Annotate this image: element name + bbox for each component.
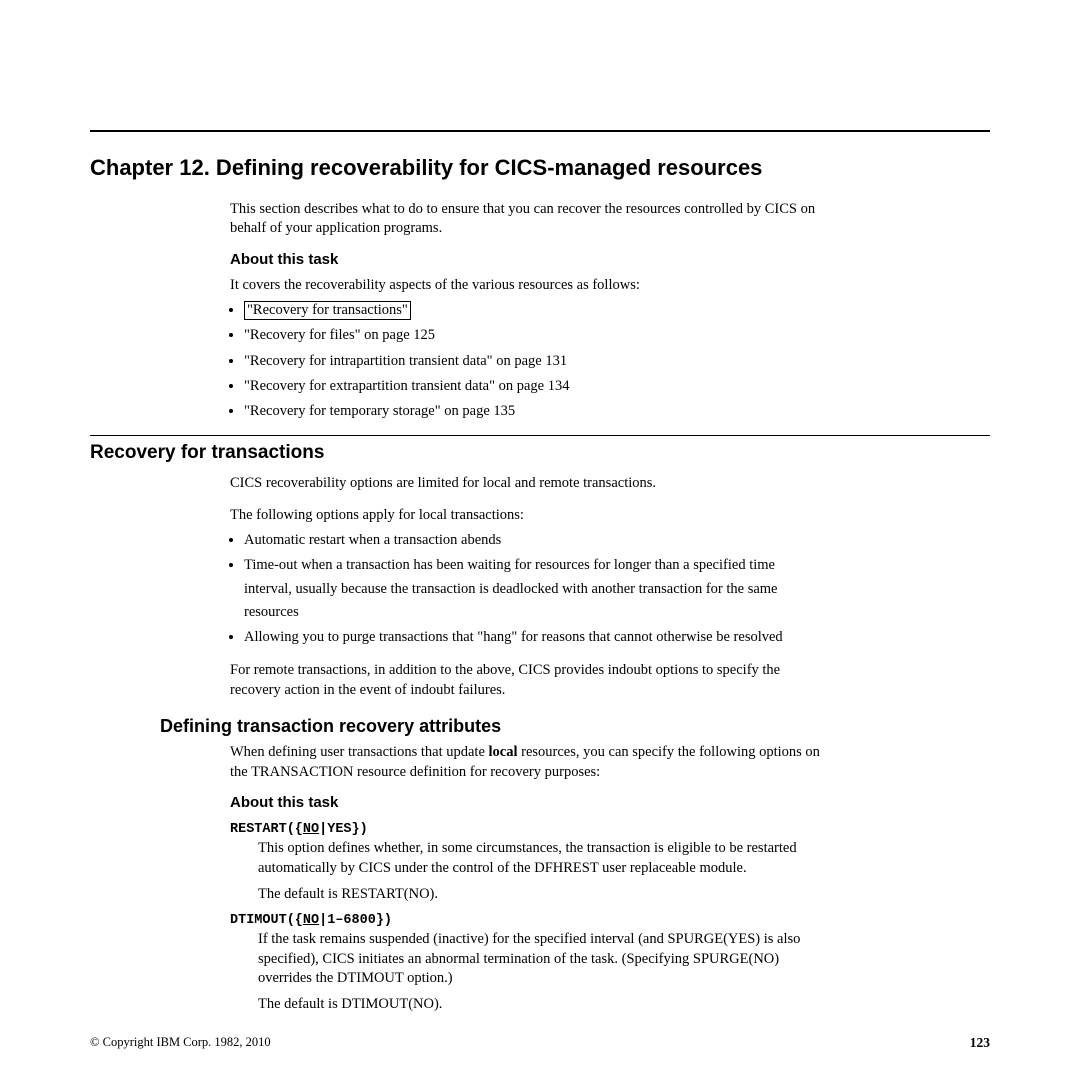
list-item: "Recovery for transactions" bbox=[244, 299, 820, 322]
section2-intro: When defining user transactions that upd… bbox=[230, 743, 820, 782]
section-defining-attributes: Defining transaction recovery attributes bbox=[160, 716, 990, 737]
list-item: "Recovery for files" on page 125 bbox=[244, 324, 820, 347]
chapter-title: Chapter 12. Defining recoverability for … bbox=[90, 154, 990, 182]
list-item: Automatic restart when a transaction abe… bbox=[244, 529, 820, 552]
section1-p1: CICS recoverability options are limited … bbox=[230, 474, 820, 494]
term-desc: This option defines whether, in some cir… bbox=[258, 839, 820, 878]
link-recovery-transactions[interactable]: "Recovery for transactions" bbox=[244, 301, 411, 320]
definition-list: RESTART({NO|YES}) This option defines wh… bbox=[230, 819, 820, 1014]
intro-bold: local bbox=[489, 744, 518, 760]
intro-pre: When defining user transactions that upd… bbox=[230, 744, 489, 760]
subsection-heading: Defining transaction recovery attributes bbox=[160, 716, 990, 737]
list-item: Allowing you to purge transactions that … bbox=[244, 626, 820, 649]
list-item: "Recovery for intrapartition transient d… bbox=[244, 350, 820, 373]
about-task-lead: It covers the recoverability aspects of … bbox=[230, 276, 820, 296]
term-code: DTIMOUT({NO|1–6800}) bbox=[230, 913, 392, 928]
about-task-heading: About this task bbox=[230, 251, 820, 268]
copyright-text: © Copyright IBM Corp. 1982, 2010 bbox=[90, 1035, 271, 1051]
list-item: Time-out when a transaction has been wai… bbox=[244, 554, 820, 624]
section1-p3: For remote transactions, in addition to … bbox=[230, 661, 820, 700]
term-desc: The default is DTIMOUT(NO). bbox=[258, 995, 820, 1015]
top-rule bbox=[90, 130, 990, 132]
page-footer: © Copyright IBM Corp. 1982, 2010 123 bbox=[90, 1035, 990, 1051]
resource-list: "Recovery for transactions" "Recovery fo… bbox=[230, 299, 820, 423]
section-heading: Recovery for transactions bbox=[90, 442, 990, 464]
term-code: RESTART({NO|YES}) bbox=[230, 822, 368, 837]
section1-body: CICS recoverability options are limited … bbox=[230, 474, 820, 700]
chapter-intro: This section describes what to do to ens… bbox=[230, 200, 820, 239]
section2-body: When defining user transactions that upd… bbox=[230, 743, 820, 1014]
page-number: 123 bbox=[970, 1035, 990, 1051]
list-item: "Recovery for extrapartition transient d… bbox=[244, 375, 820, 398]
term-restart: RESTART({NO|YES}) bbox=[230, 819, 820, 837]
list-item: "Recovery for temporary storage" on page… bbox=[244, 400, 820, 423]
section-recovery-transactions: Recovery for transactions bbox=[90, 442, 990, 464]
section-rule bbox=[90, 435, 990, 436]
section1-list: Automatic restart when a transaction abe… bbox=[230, 529, 820, 649]
page-content: Chapter 12. Defining recoverability for … bbox=[0, 0, 1080, 1060]
term-desc: If the task remains suspended (inactive)… bbox=[258, 930, 820, 989]
about-task-heading-2: About this task bbox=[230, 794, 820, 811]
term-dtimout: DTIMOUT({NO|1–6800}) bbox=[230, 910, 820, 928]
section1-p2: The following options apply for local tr… bbox=[230, 506, 820, 526]
chapter-intro-block: This section describes what to do to ens… bbox=[230, 200, 820, 424]
term-desc: The default is RESTART(NO). bbox=[258, 885, 820, 905]
